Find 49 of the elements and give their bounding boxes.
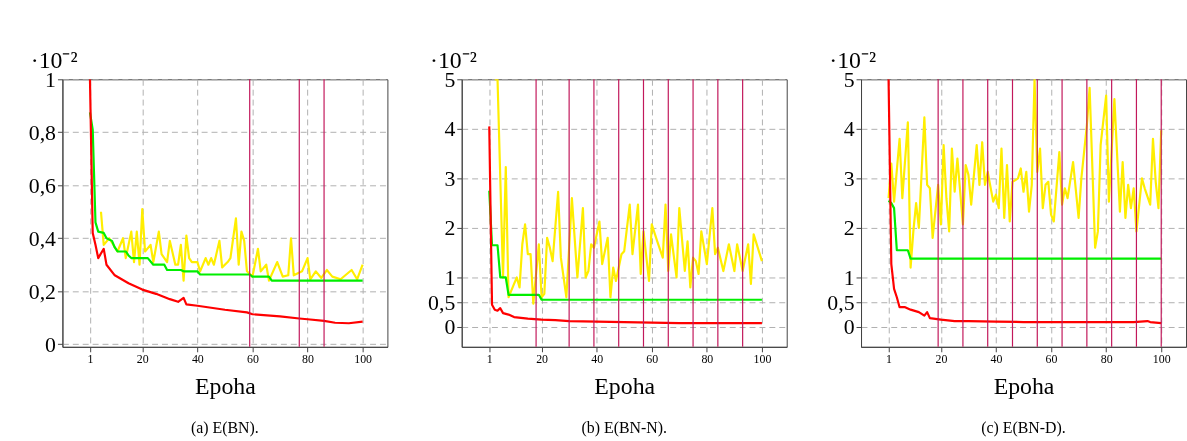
x-tick-label: 60 [646, 352, 659, 367]
y-tick-label: 2 [843, 216, 855, 241]
line-series [88, 79, 364, 325]
y-tick-label: 0,4 [28, 226, 57, 251]
text: (c) E(BN-D). [981, 419, 1066, 438]
y-tick-label: 0,2 [28, 279, 56, 304]
x-axis-title: Epoha [195, 372, 257, 399]
y-tick-label: 2 [444, 216, 456, 241]
line-series [488, 125, 764, 325]
y-tick-label: 1 [843, 265, 855, 290]
x-tick-label: 100 [753, 352, 772, 367]
x-tick-label: 100 [1152, 352, 1171, 367]
x-tick-label: 100 [354, 352, 373, 367]
y-tick-label: 4 [444, 117, 456, 142]
line-series [887, 199, 1163, 260]
x-tick-label: 80 [302, 352, 315, 367]
y-tick-label: 3 [444, 166, 456, 191]
y-tick-label: 0 [444, 315, 456, 340]
x-tick-label: 20 [536, 352, 549, 367]
x-tick-label: 1 [87, 352, 94, 367]
x-tick-label: 1 [886, 352, 893, 367]
x-tick-label: 60 [247, 352, 259, 367]
y-tick-label: 0,6 [28, 173, 57, 198]
y-tick-label: 0,5 [827, 290, 855, 315]
x-axis-title: Epoha [594, 372, 656, 399]
x-tick-label: 60 [1045, 352, 1058, 367]
x-tick-label: 20 [136, 352, 149, 367]
x-tick-label: 80 [1100, 352, 1113, 367]
line-series [99, 208, 364, 282]
text: (b) E(BN-N). [581, 419, 667, 438]
x-axis-title: Epoha [993, 372, 1055, 399]
y-tick-label: 0,5 [428, 290, 456, 315]
x-tick-label: 80 [701, 352, 714, 367]
x-tick-label: 20 [935, 352, 948, 367]
x-tick-label: 40 [191, 352, 204, 367]
y-tick-label: 1 [444, 265, 456, 290]
line-series [887, 79, 1163, 269]
y-tick-label: 3 [843, 166, 855, 191]
line-series [493, 79, 764, 305]
x-tick-label: 40 [990, 352, 1003, 367]
y-tick-label: 0 [45, 332, 57, 357]
line-series [488, 189, 764, 301]
x-tick-label: 1 [486, 352, 493, 367]
x-tick-label: 40 [591, 352, 604, 367]
y-tick-label: 4 [843, 117, 855, 142]
y-tick-label: 0 [843, 315, 855, 340]
text: (a) E(BN). [191, 419, 259, 438]
line-series [887, 79, 1163, 325]
y-tick-label: 0,8 [28, 120, 57, 145]
